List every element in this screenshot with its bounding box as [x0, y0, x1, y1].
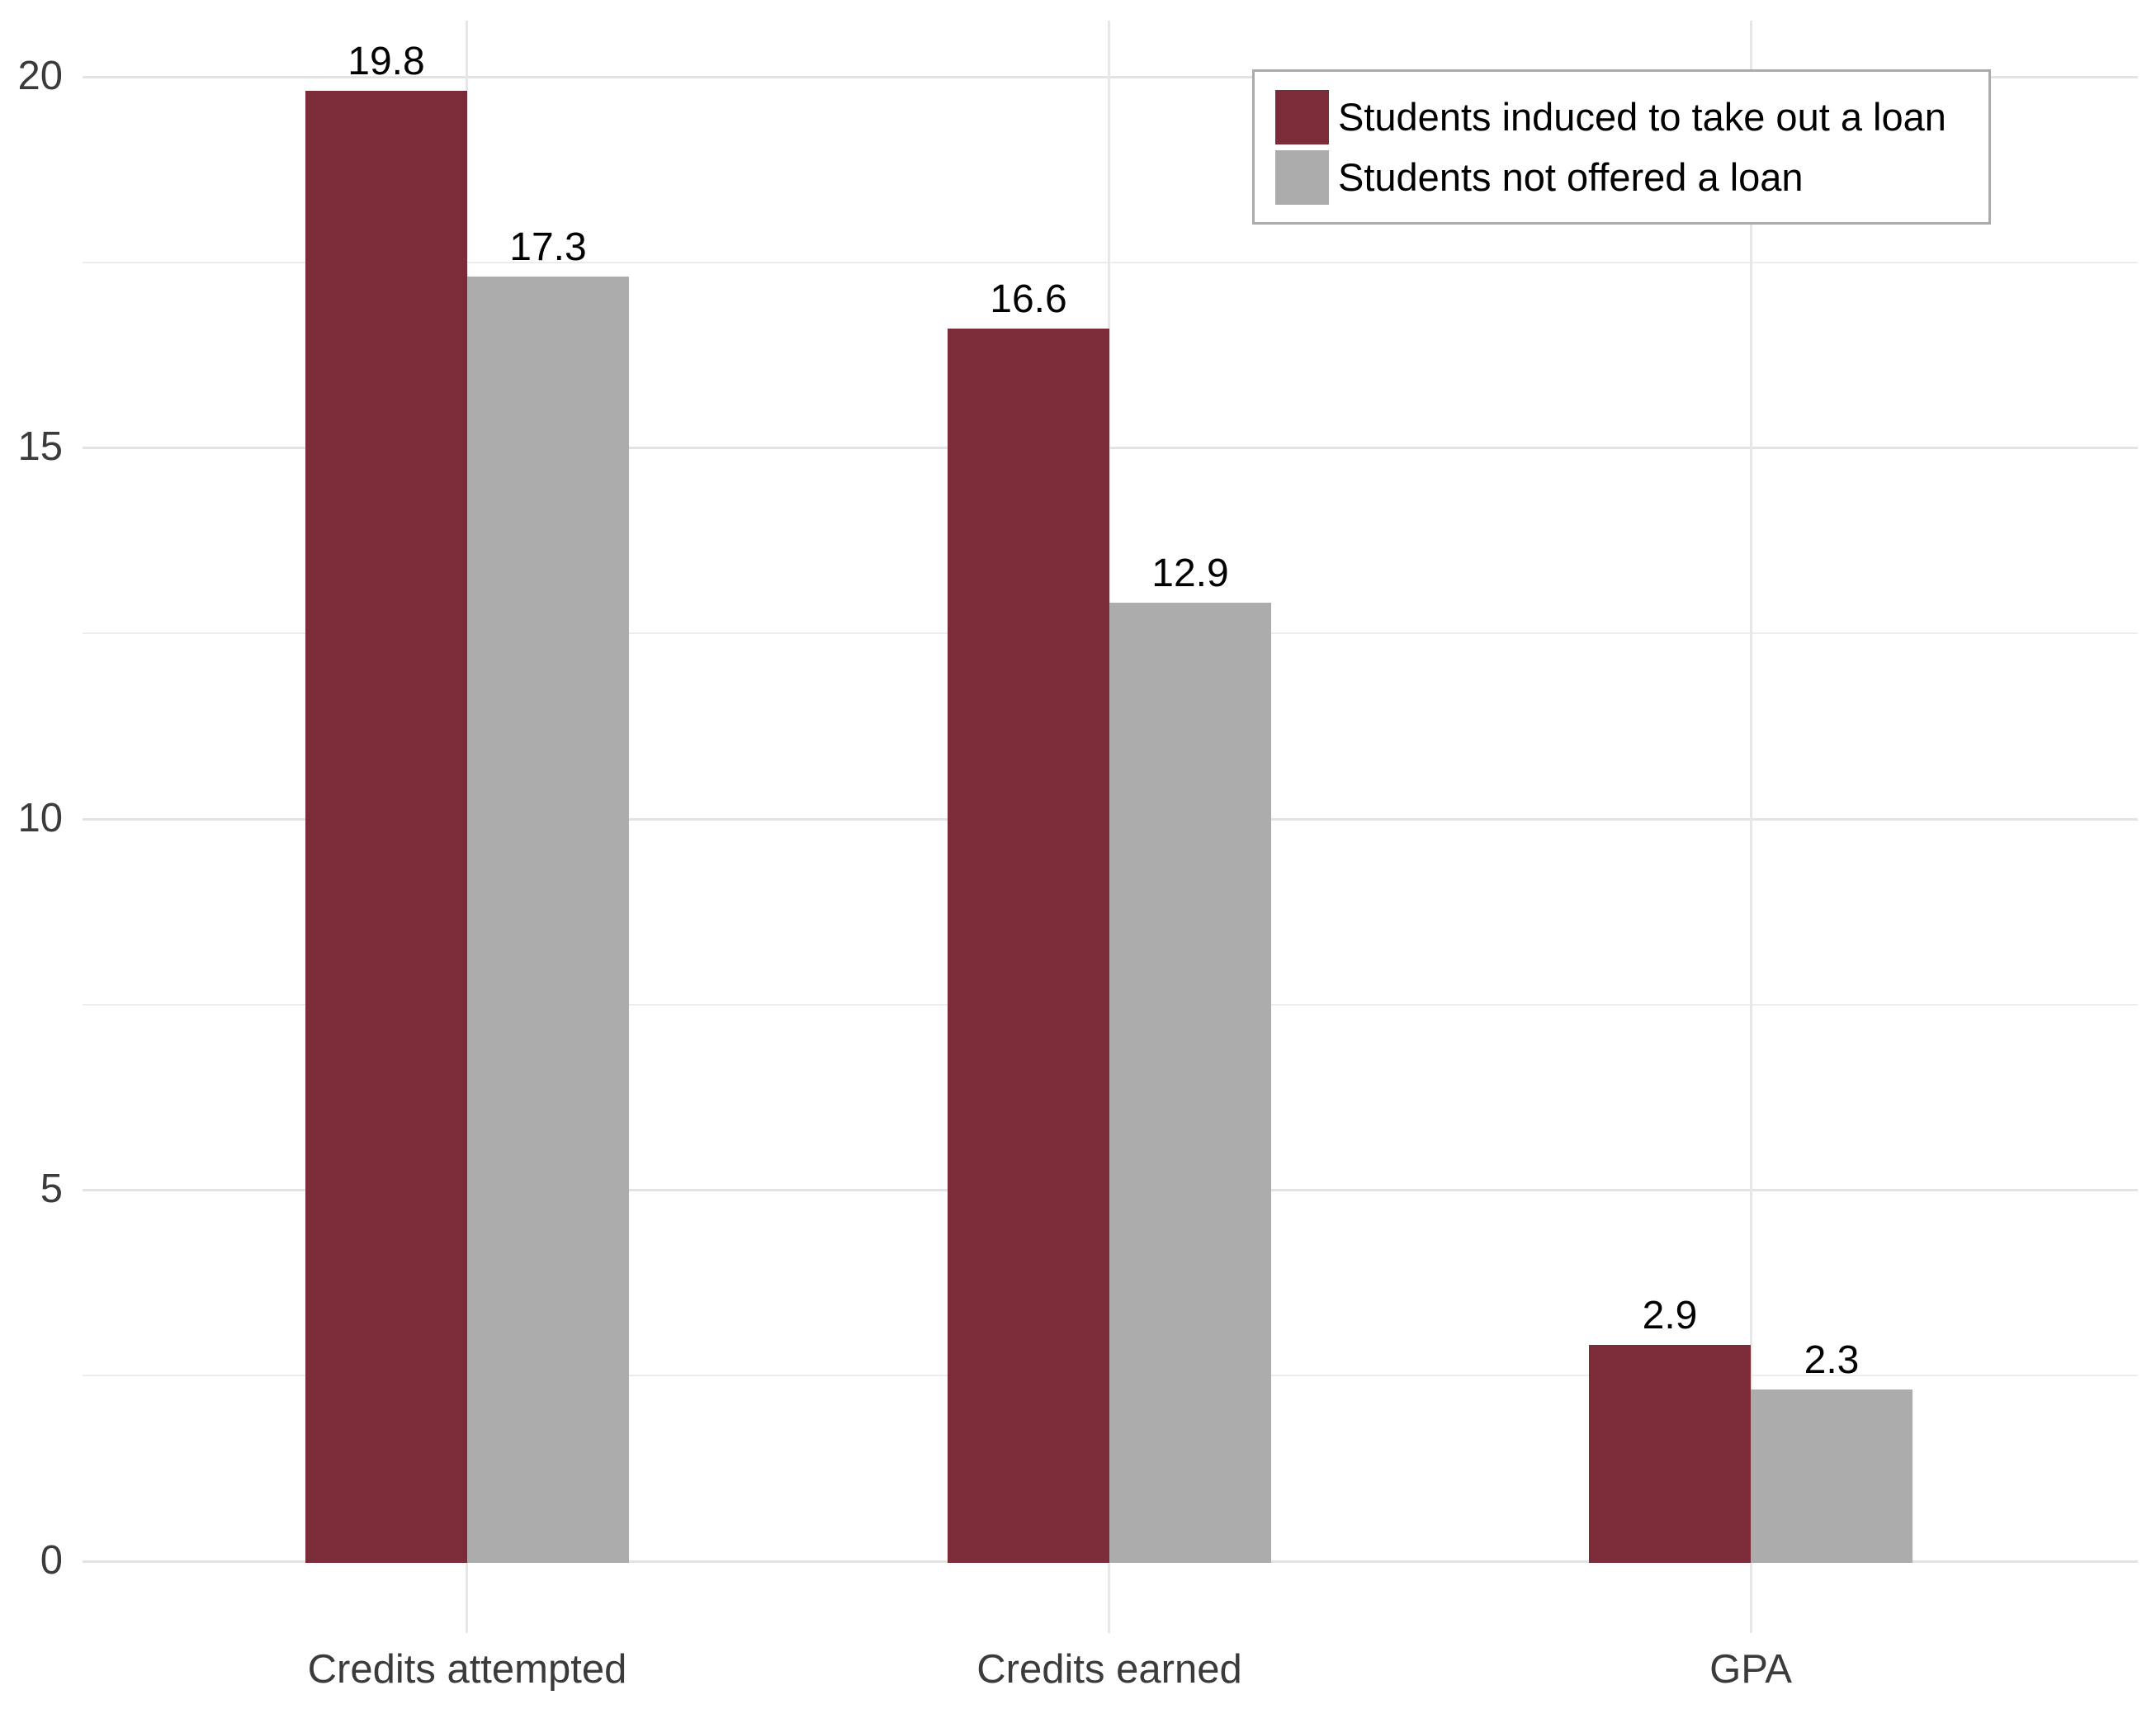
legend-label-induced: Students induced to take out a loan — [1338, 95, 1946, 139]
legend: Students induced to take out a loan Stud… — [1252, 69, 1991, 225]
value-label-induced-credits-earned: 16.6 — [990, 277, 1067, 321]
bar-notoffered-credits-attempted — [467, 276, 629, 1563]
bar-notoffered-gpa — [1751, 1389, 1913, 1563]
bar-group-gpa: 2.9 2.3 — [1589, 21, 1913, 1563]
bar-column: 17.3 — [467, 21, 629, 1563]
gridline-x-gpa — [1750, 21, 1752, 1633]
bar-group-credits-earned: 16.6 12.9 — [948, 21, 1271, 1563]
plot-area: 19.8 17.3 16.6 12.9 2.9 — [83, 21, 2138, 1633]
value-label-notoffered-credits-earned: 12.9 — [1151, 552, 1229, 596]
value-label-notoffered-credits-attempted: 17.3 — [509, 225, 587, 269]
y-axis-tick-5: 5 — [40, 1167, 63, 1211]
bar-induced-credits-attempted — [305, 90, 467, 1563]
value-label-induced-gpa: 2.9 — [1642, 1294, 1698, 1338]
bar-column: 19.8 — [305, 21, 467, 1563]
bar-column: 2.3 — [1751, 21, 1913, 1563]
bar-notoffered-credits-earned — [1109, 603, 1271, 1563]
gridline-y15 — [83, 447, 2138, 449]
y-axis-tick-10: 10 — [17, 796, 63, 840]
gridline-y20 — [83, 76, 2138, 78]
value-label-notoffered-gpa: 2.3 — [1804, 1338, 1860, 1383]
bar-group-credits-attempted: 19.8 17.3 — [305, 21, 629, 1563]
legend-entry-notoffered: Students not offered a loan — [1275, 150, 1967, 205]
x-axis-label-gpa: GPA — [1709, 1647, 1792, 1692]
gridline-minor-y17-5 — [83, 262, 2138, 263]
bar-column: 12.9 — [1109, 21, 1271, 1563]
y-axis-tick-15: 15 — [17, 424, 63, 469]
bar-induced-credits-earned — [948, 328, 1109, 1563]
bar-column: 16.6 — [948, 21, 1109, 1563]
legend-entry-induced: Students induced to take out a loan — [1275, 90, 1967, 144]
value-label-induced-credits-attempted: 19.8 — [348, 39, 425, 83]
x-axis-label-credits-attempted: Credits attempted — [307, 1647, 627, 1692]
bar-induced-gpa — [1589, 1345, 1751, 1563]
legend-swatch-maroon — [1275, 90, 1329, 144]
legend-label-notoffered: Students not offered a loan — [1338, 155, 1804, 199]
x-axis-label-credits-earned: Credits earned — [976, 1647, 1242, 1692]
y-axis-tick-20: 20 — [17, 54, 63, 98]
bar-column: 2.9 — [1589, 21, 1751, 1563]
y-axis-tick-0: 0 — [40, 1538, 63, 1583]
legend-swatch-gray — [1275, 150, 1329, 205]
